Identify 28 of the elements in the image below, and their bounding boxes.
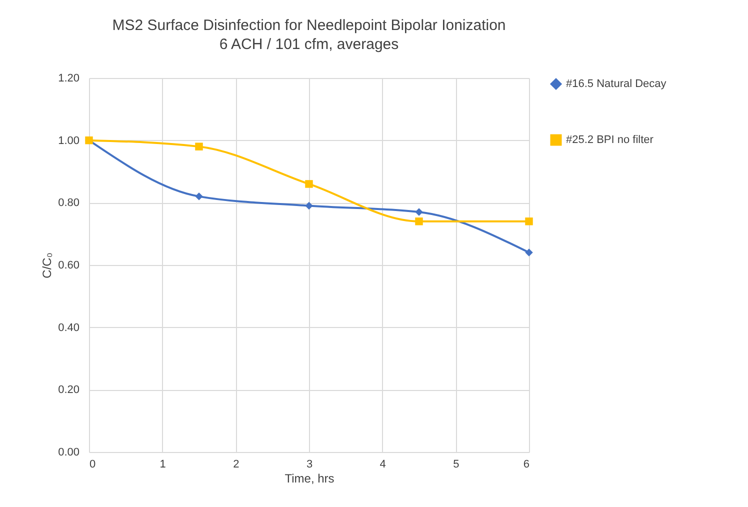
y-tick-label: 0.80 (58, 197, 80, 210)
y-tick-label: 0.40 (58, 322, 80, 334)
point (525, 248, 533, 256)
y-tick-label: 0.00 (58, 446, 80, 458)
point (525, 217, 533, 226)
point (305, 180, 313, 188)
legend-label: #25.2 BPI no filter (566, 134, 654, 146)
x-tick-label: 3 (306, 458, 313, 470)
y-tick-label: 1.00 (58, 134, 80, 147)
x-tick-label: 2 (233, 458, 240, 470)
x-tick-label: 5 (453, 458, 460, 470)
point (195, 192, 203, 200)
chart-subtitle: 6 ACH / 101 cfm, averages (219, 36, 399, 53)
y-axis-title: C/C₀ (40, 252, 54, 278)
point (305, 202, 313, 210)
x-tick-label: 1 (160, 458, 166, 470)
legend-label: #16.5 Natural Decay (566, 78, 667, 90)
point (415, 217, 423, 226)
point (415, 208, 423, 216)
point (195, 142, 203, 150)
y-tick-label: 0.20 (58, 384, 80, 396)
x-tick-label: 6 (523, 458, 530, 470)
x-axis-title: Time, hrs (284, 472, 334, 486)
y-tick-label: 1.20 (58, 72, 80, 84)
x-tick-label: 0 (90, 458, 96, 470)
chart-title: MS2 Surface Disinfection for Needlepoint Bipolar Ionization (112, 17, 506, 34)
y-tick-label: 0.60 (58, 260, 80, 272)
x-tick-label: 4 (380, 458, 386, 470)
